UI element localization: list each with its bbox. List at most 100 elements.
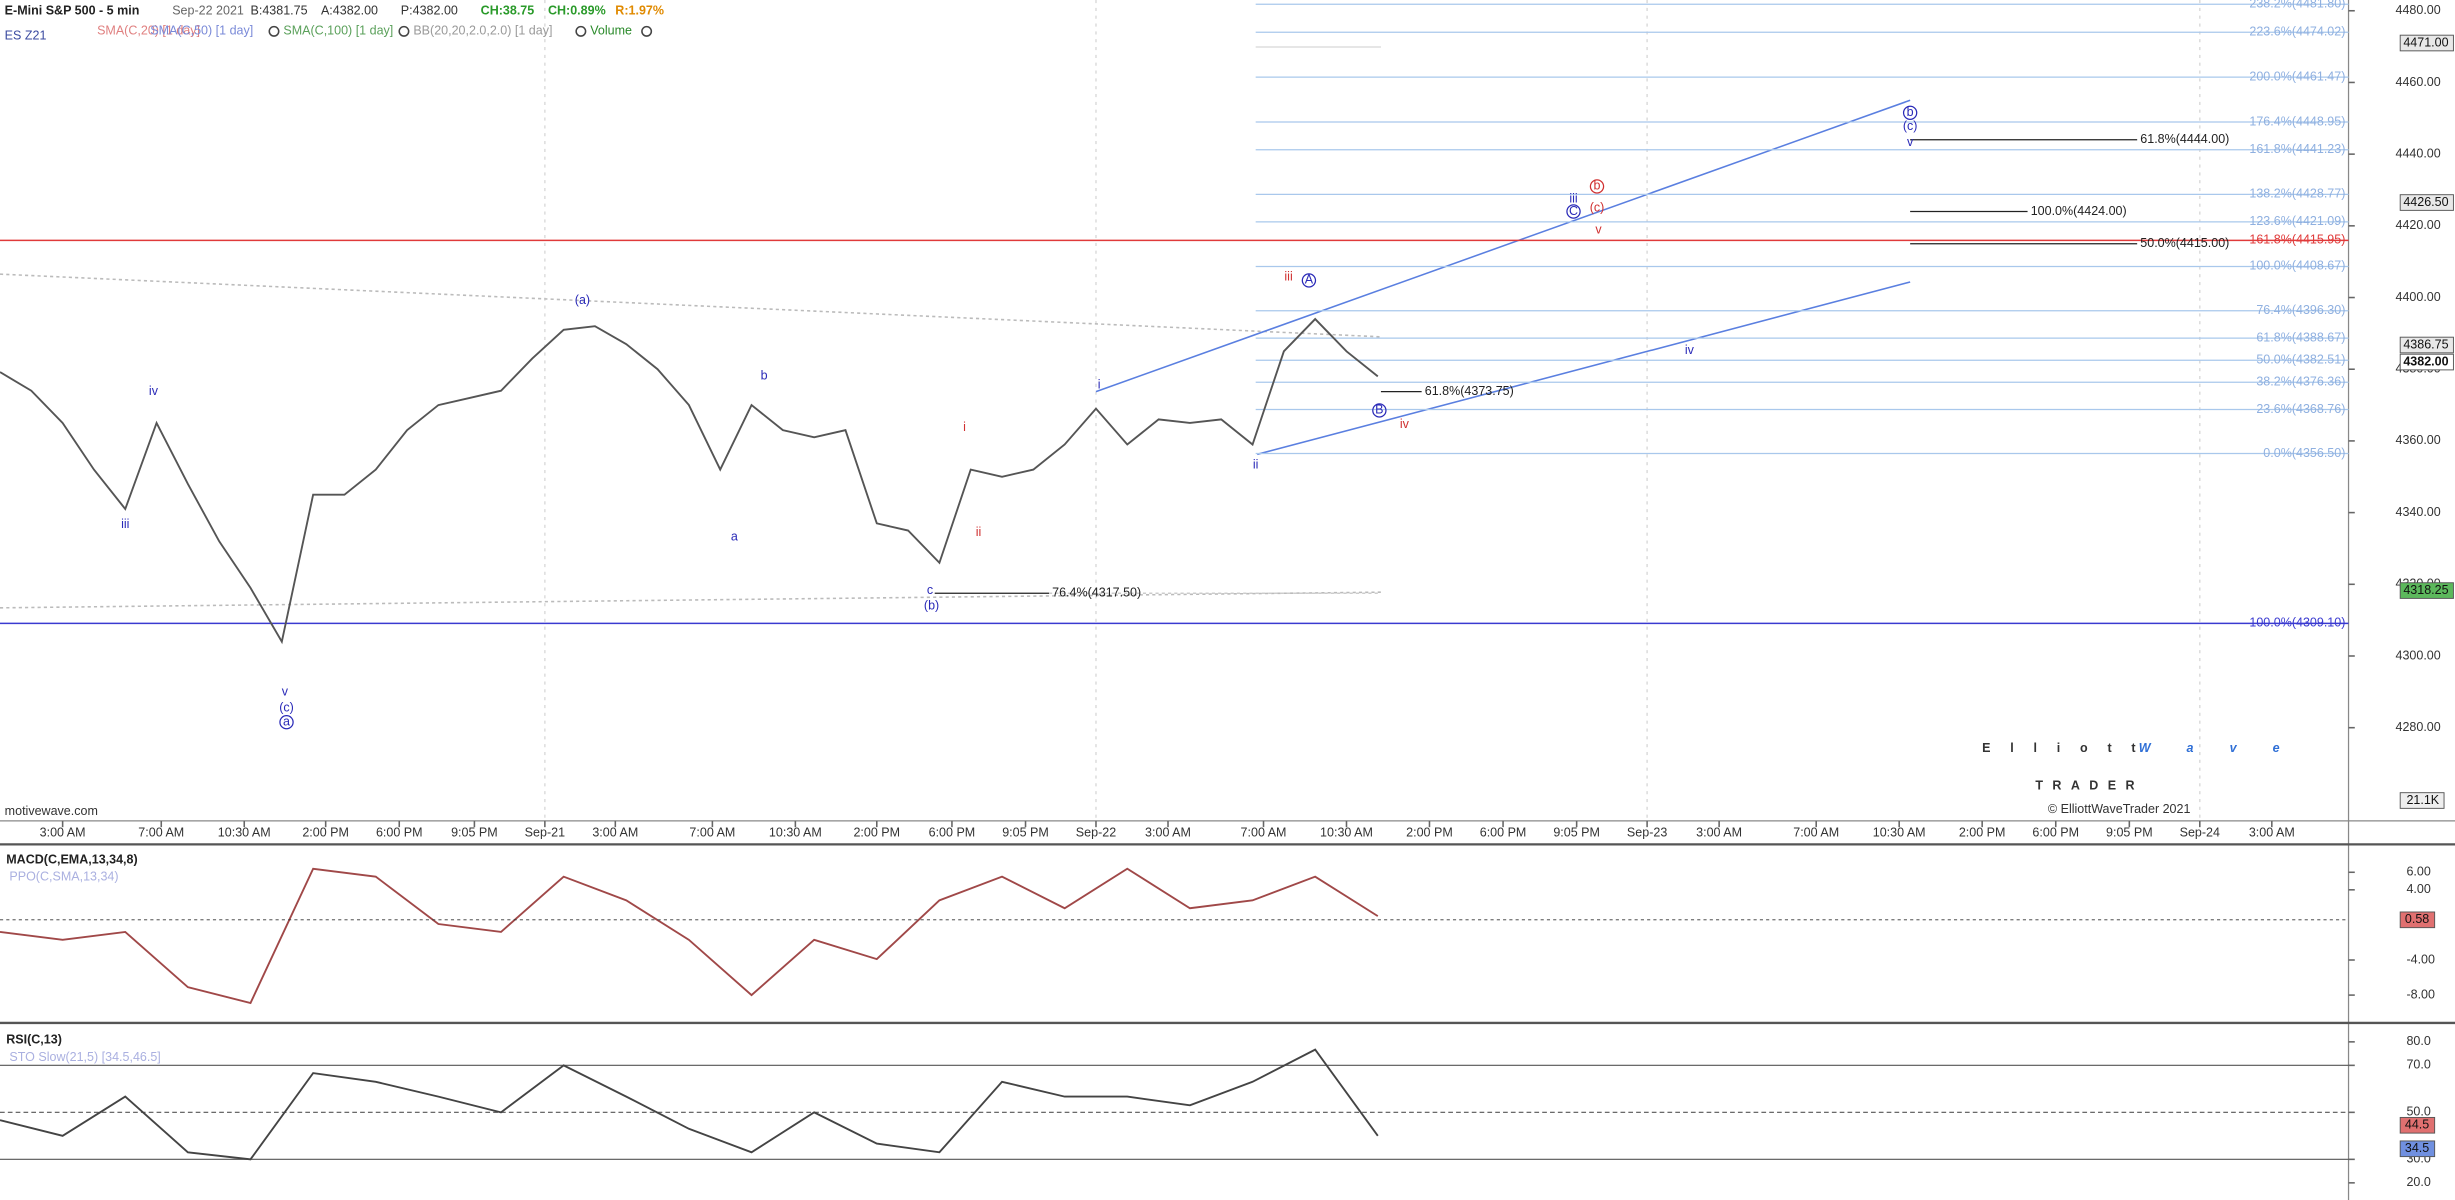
wave-label: b <box>1907 105 1914 119</box>
panel-title: RSI(C,13) <box>6 1033 62 1047</box>
wave-label: B <box>1375 403 1383 417</box>
logo-subtext: TRADER <box>2035 779 2144 793</box>
x-tick-label: 3:00 AM <box>2249 826 2295 840</box>
wave-label: (c) <box>1590 201 1605 215</box>
x-tick-label: 9:05 PM <box>1553 826 1600 840</box>
x-tick-label: 7:00 AM <box>1241 826 1287 840</box>
wave-label: (a) <box>575 293 590 307</box>
panel-subtitle: STO Slow(21,5) [34.5,46.5] <box>9 1050 160 1064</box>
fib-level-label: 138.2%(4428.77) <box>2249 187 2345 201</box>
y-tick-label: 4400.00 <box>2396 290 2441 304</box>
y-tick-label: 4.00 <box>2406 882 2430 896</box>
fib-level-label: 100.0%(4408.67) <box>2249 259 2345 273</box>
price-level-label: 100.0%(4309.10) <box>2249 616 2345 630</box>
price-badge <box>2399 353 2454 371</box>
indicator: SMA(C,100) [1 day] <box>283 24 393 38</box>
chart-title: E-Mini S&P 500 - 5 min <box>5 3 140 17</box>
fib-level-label: 200.0%(4461.47) <box>2249 69 2345 83</box>
x-tick-label: Sep-23 <box>1627 826 1667 840</box>
x-tick-label: 6:00 PM <box>929 826 976 840</box>
wave-circle <box>1301 273 1317 288</box>
y-tick-label: 4280.00 <box>2396 720 2441 734</box>
wave-label: v <box>1595 223 1602 237</box>
wave-label: i <box>1098 378 1101 392</box>
fib-level-label: 23.6%(4368.76) <box>2256 402 2345 416</box>
moving-average <box>0 591 1381 609</box>
fib-level-label: 223.6%(4474.02) <box>2249 25 2345 39</box>
indicator: Volume <box>590 24 632 38</box>
x-tick-label: 9:05 PM <box>1002 826 1049 840</box>
y-tick-label: 4340.00 <box>2396 505 2441 519</box>
fib-level-label: 0.0%(4356.50) <box>2263 446 2345 460</box>
x-tick-label: 3:00 AM <box>1145 826 1191 840</box>
settings-icon[interactable] <box>268 25 280 37</box>
range: R:1.97% <box>615 3 664 17</box>
x-tick-label: 2:00 PM <box>302 826 349 840</box>
y-tick-label: 20.0 <box>2406 1175 2430 1189</box>
change: CH:38.75 <box>481 3 535 17</box>
indicator: BB(20,20,2.0,2.0) [1 day] <box>413 24 552 38</box>
price-badge-label: 4382.00 <box>2403 354 2448 368</box>
x-tick-label: 9:05 PM <box>2106 826 2153 840</box>
x-tick-label: 2:00 PM <box>853 826 900 840</box>
wave-label: iv <box>1400 417 1410 431</box>
wave-label: iv <box>1685 343 1695 357</box>
fib-line-label: 100.0%(4424.00) <box>2031 204 2127 218</box>
price-badge-label: 4318.25 <box>2403 583 2448 597</box>
y-tick-label: -4.00 <box>2406 952 2435 966</box>
wave-label: ii <box>976 525 982 539</box>
wave-label: a <box>283 715 290 729</box>
settings-icon[interactable] <box>398 25 410 37</box>
y-tick-label: 4440.00 <box>2396 146 2441 160</box>
value-badge <box>2399 1116 2436 1134</box>
fib-level-label: 61.8%(4388.67) <box>2256 330 2345 344</box>
x-tick-label: 10:30 AM <box>769 826 822 840</box>
indicator: SMA(C,50) [1 day] <box>150 24 253 38</box>
wave-label: c <box>927 583 933 597</box>
price-badge <box>2399 194 2454 211</box>
channel-line <box>1095 99 1911 393</box>
x-tick-label: 7:00 AM <box>1793 826 1839 840</box>
wave-label: i <box>963 420 966 434</box>
wave-circle <box>1902 105 1918 121</box>
wave-label: v <box>282 685 289 699</box>
settings-icon[interactable] <box>575 25 587 37</box>
fib-level-label: 123.6%(4421.09) <box>2249 214 2345 228</box>
wave-label: v <box>1907 135 1914 149</box>
price-line <box>0 1048 1379 1161</box>
symbol: ES Z21 <box>5 28 47 42</box>
ask: A:4382.00 <box>321 3 378 17</box>
wave-circle <box>1566 204 1581 219</box>
y-tick-label: 4300.00 <box>2396 648 2441 662</box>
value-badge-label: 44.5 <box>2405 1118 2429 1132</box>
x-tick-label: 9:05 PM <box>451 826 498 840</box>
fib-line-label: 61.8%(4444.00) <box>2140 132 2229 146</box>
y-tick-label: 6.00 <box>2406 865 2430 879</box>
wave-circle <box>1589 179 1605 194</box>
wave-label: A <box>1305 273 1314 287</box>
x-tick-label: 2:00 PM <box>1406 826 1453 840</box>
date: Sep-22 2021 <box>172 3 244 17</box>
x-tick-label: 7:00 AM <box>689 826 735 840</box>
fib-level-label: 38.2%(4376.36) <box>2256 375 2345 389</box>
value-badge <box>2399 911 2436 929</box>
volume-badge-label: 21.1K <box>2406 793 2439 807</box>
y-tick-label: 80.0 <box>2406 1034 2430 1048</box>
price-badge-label: 4386.75 <box>2403 337 2448 351</box>
price-line <box>0 317 1379 645</box>
y-tick-label: 4460.00 <box>2396 75 2441 89</box>
copyright: © ElliottWaveTrader 2021 <box>2048 802 2191 816</box>
value-badge <box>2399 1140 2436 1158</box>
price-badge-label: 4471.00 <box>2403 35 2448 49</box>
wave-label: (c) <box>279 700 294 714</box>
wave-label: (c) <box>1903 119 1918 133</box>
last-price: P:4382.00 <box>401 3 458 17</box>
panel-title: MACD(C,EMA,13,34,8) <box>6 852 137 866</box>
bid: B:4381.75 <box>251 3 308 17</box>
wave-label: iv <box>149 384 159 398</box>
settings-icon[interactable] <box>641 25 653 37</box>
fib-level-label: 76.4%(4396.30) <box>2256 303 2345 317</box>
